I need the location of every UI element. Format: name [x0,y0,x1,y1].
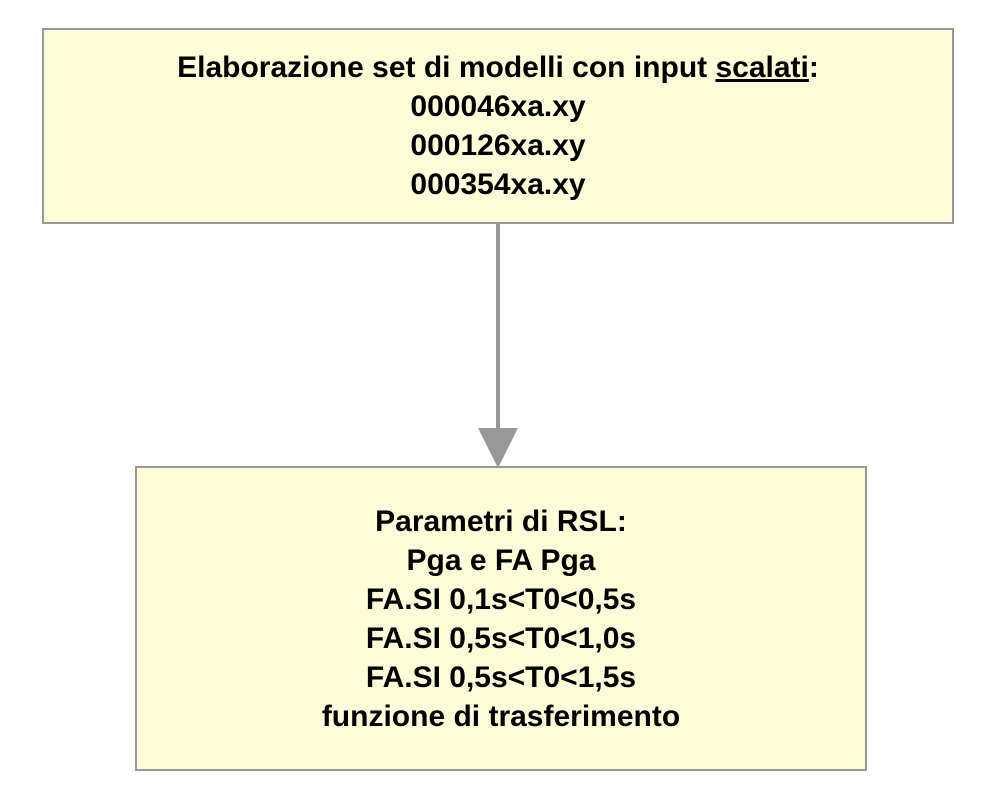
box1-line2: 000046xa.xy [410,87,585,126]
box1-line1-prefix: Elaborazione set di modelli con input [177,51,715,84]
box2-line1: Parametri di RSL: [375,502,627,541]
box1-line4: 000354xa.xy [410,165,585,204]
box2-line3: FA.SI 0,1s<T0<0,5s [366,580,636,619]
box1-line1-suffix: : [809,51,819,84]
box1-line1-underlined: scalati [715,51,808,84]
flowchart-box-output: Parametri di RSL: Pga e FA Pga FA.SI 0,1… [135,466,867,771]
box1-line3: 000126xa.xy [410,126,585,165]
flowchart-box-input: Elaborazione set di modelli con input sc… [42,28,954,224]
box2-line5: FA.SI 0,5s<T0<1,5s [366,658,636,697]
box2-line2: Pga e FA Pga [407,541,596,580]
box1-line1: Elaborazione set di modelli con input sc… [177,48,819,87]
box2-line6: funzione di trasferimento [322,697,680,736]
box2-line4: FA.SI 0,5s<T0<1,0s [366,619,636,658]
